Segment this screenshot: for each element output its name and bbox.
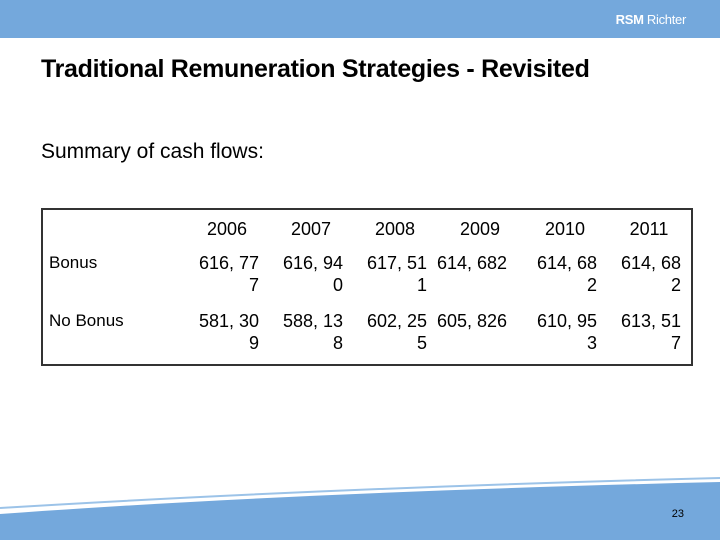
slide-subtitle: Summary of cash flows: — [41, 140, 264, 163]
slide-title: Traditional Remuneration Strategies - Re… — [41, 55, 590, 83]
cash-flow-table: 2006 2007 2008 2009 2010 2011 Bonus 616,… — [41, 208, 693, 366]
row-label: No Bonus — [49, 311, 124, 330]
header-band: RSM Richter — [0, 0, 720, 38]
header-cell: 2011 — [629, 219, 669, 239]
table-cell: 616, 777 — [198, 253, 259, 295]
table-cell: 614, 682 — [620, 253, 681, 295]
header-cell: 2007 — [290, 219, 332, 239]
table-cell: 605, 826 — [437, 311, 508, 331]
footer-wave — [0, 477, 720, 540]
header-cell — [42, 209, 185, 248]
rsm-richter-logo: RSM Richter — [615, 12, 687, 27]
table-cell: 588, 138 — [282, 311, 343, 353]
table-cell: 610, 953 — [536, 311, 597, 353]
table-cell: 614, 682 — [536, 253, 597, 295]
header-cell: 2009 — [459, 219, 501, 239]
table-cell: 616, 940 — [282, 253, 343, 295]
table-cell: 614, 682 — [437, 253, 508, 273]
table-header-row: 2006 2007 2008 2009 2010 2011 — [42, 209, 692, 248]
table-row: No Bonus 581, 309 588, 138 602, 255 605,… — [42, 306, 692, 365]
header-cell: 2008 — [374, 219, 416, 239]
row-label: Bonus — [49, 253, 98, 272]
table-cell: 581, 309 — [198, 311, 259, 353]
header-cell: 2006 — [206, 219, 248, 239]
title-area — [14, 38, 706, 104]
table-cell: 602, 255 — [366, 311, 427, 353]
table-row: Bonus 616, 777 616, 940 617, 511 614, 68… — [42, 248, 692, 306]
table-cell: 613, 517 — [620, 311, 681, 353]
header-cell: 2010 — [544, 219, 586, 239]
table-cell: 617, 511 — [366, 253, 427, 295]
page-number: 23 — [671, 508, 684, 520]
